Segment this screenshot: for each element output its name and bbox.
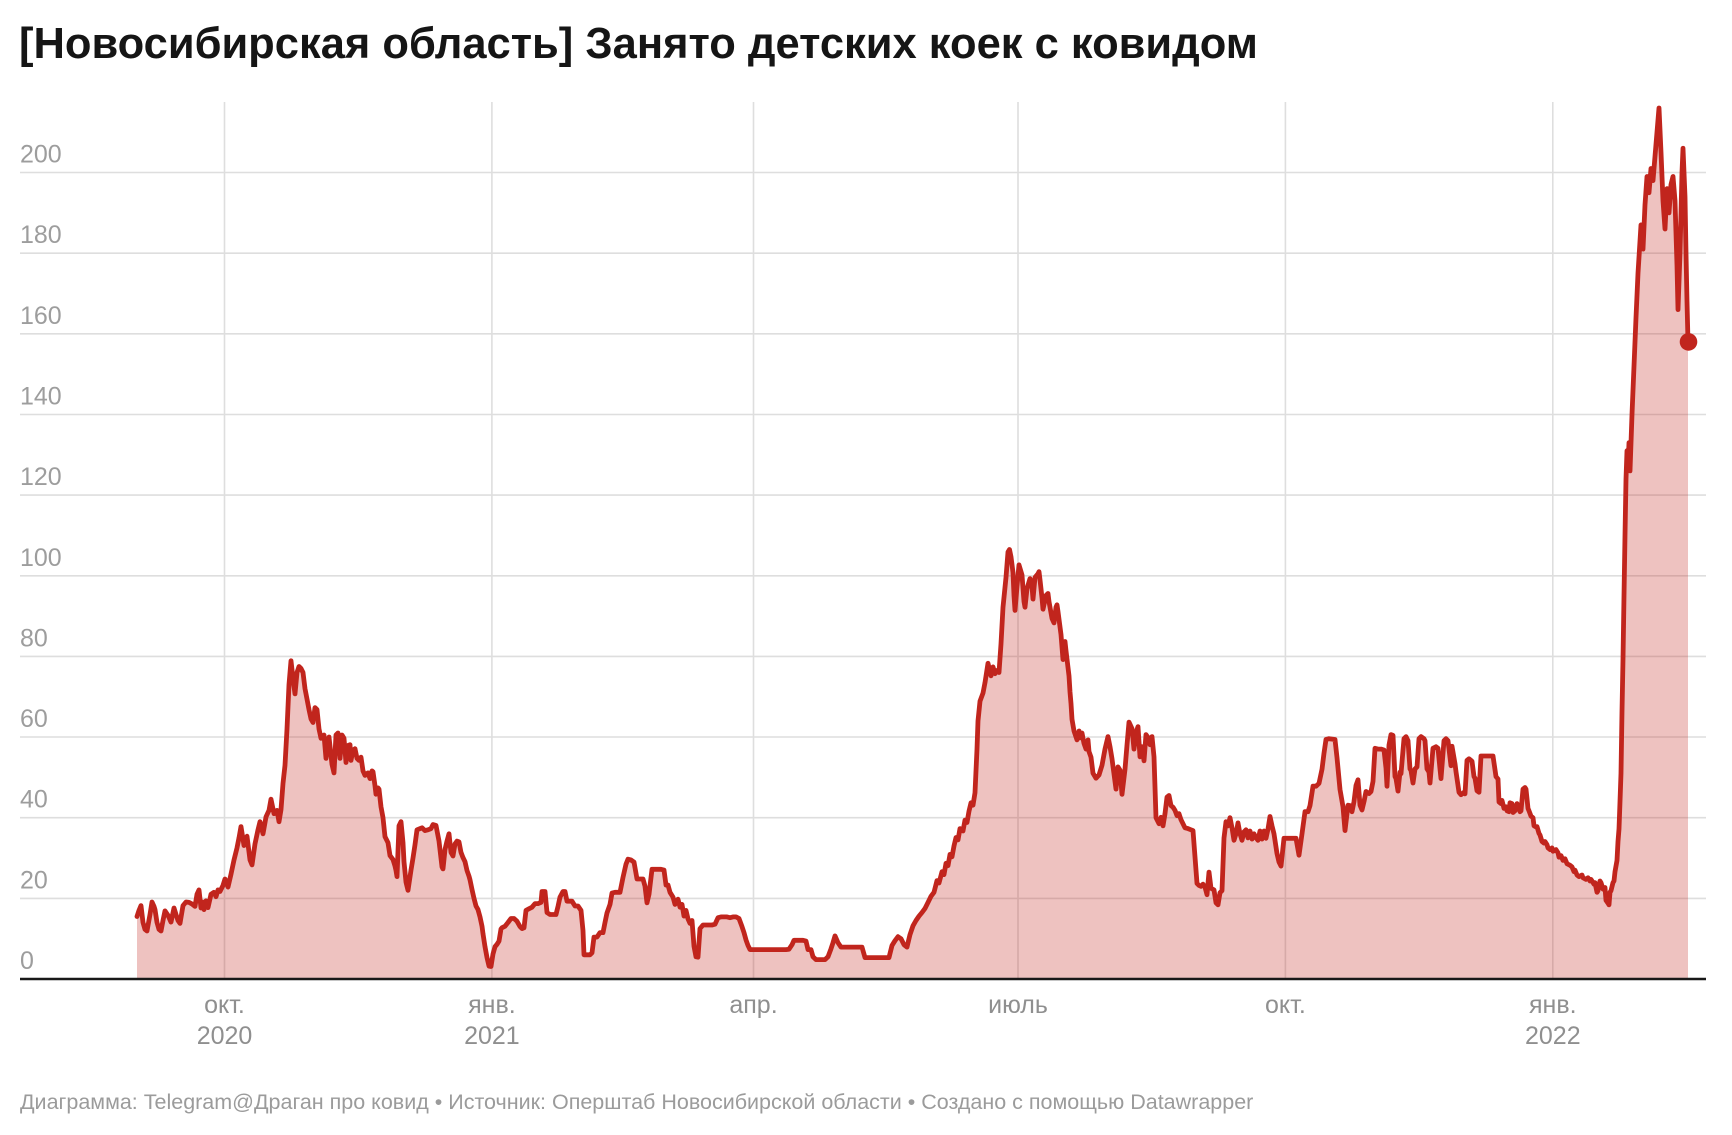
svg-text:2021: 2021 — [464, 1022, 520, 1050]
svg-text:июль: июль — [988, 991, 1048, 1019]
svg-text:окт.: окт. — [1265, 991, 1306, 1019]
svg-text:100: 100 — [20, 544, 62, 572]
svg-text:180: 180 — [20, 221, 62, 249]
svg-text:[Новосибирская область] Занято: [Новосибирская область] Занято детских к… — [19, 20, 1258, 68]
svg-text:160: 160 — [20, 302, 62, 330]
svg-text:окт.: окт. — [204, 991, 245, 1019]
svg-text:0: 0 — [20, 947, 34, 975]
svg-text:2020: 2020 — [197, 1022, 253, 1050]
svg-text:140: 140 — [20, 383, 62, 411]
svg-text:янв.: янв. — [1529, 991, 1577, 1019]
svg-text:апр.: апр. — [729, 991, 777, 1019]
svg-text:120: 120 — [20, 463, 62, 491]
svg-text:80: 80 — [20, 624, 48, 652]
svg-text:40: 40 — [20, 786, 48, 814]
svg-text:20: 20 — [20, 866, 48, 894]
svg-text:Диаграмма: Telegram@Драган про: Диаграмма: Telegram@Драган про ковид • И… — [20, 1090, 1253, 1114]
svg-text:янв.: янв. — [468, 991, 516, 1019]
svg-text:60: 60 — [20, 705, 48, 733]
svg-text:2022: 2022 — [1525, 1022, 1581, 1050]
svg-text:200: 200 — [20, 141, 62, 169]
